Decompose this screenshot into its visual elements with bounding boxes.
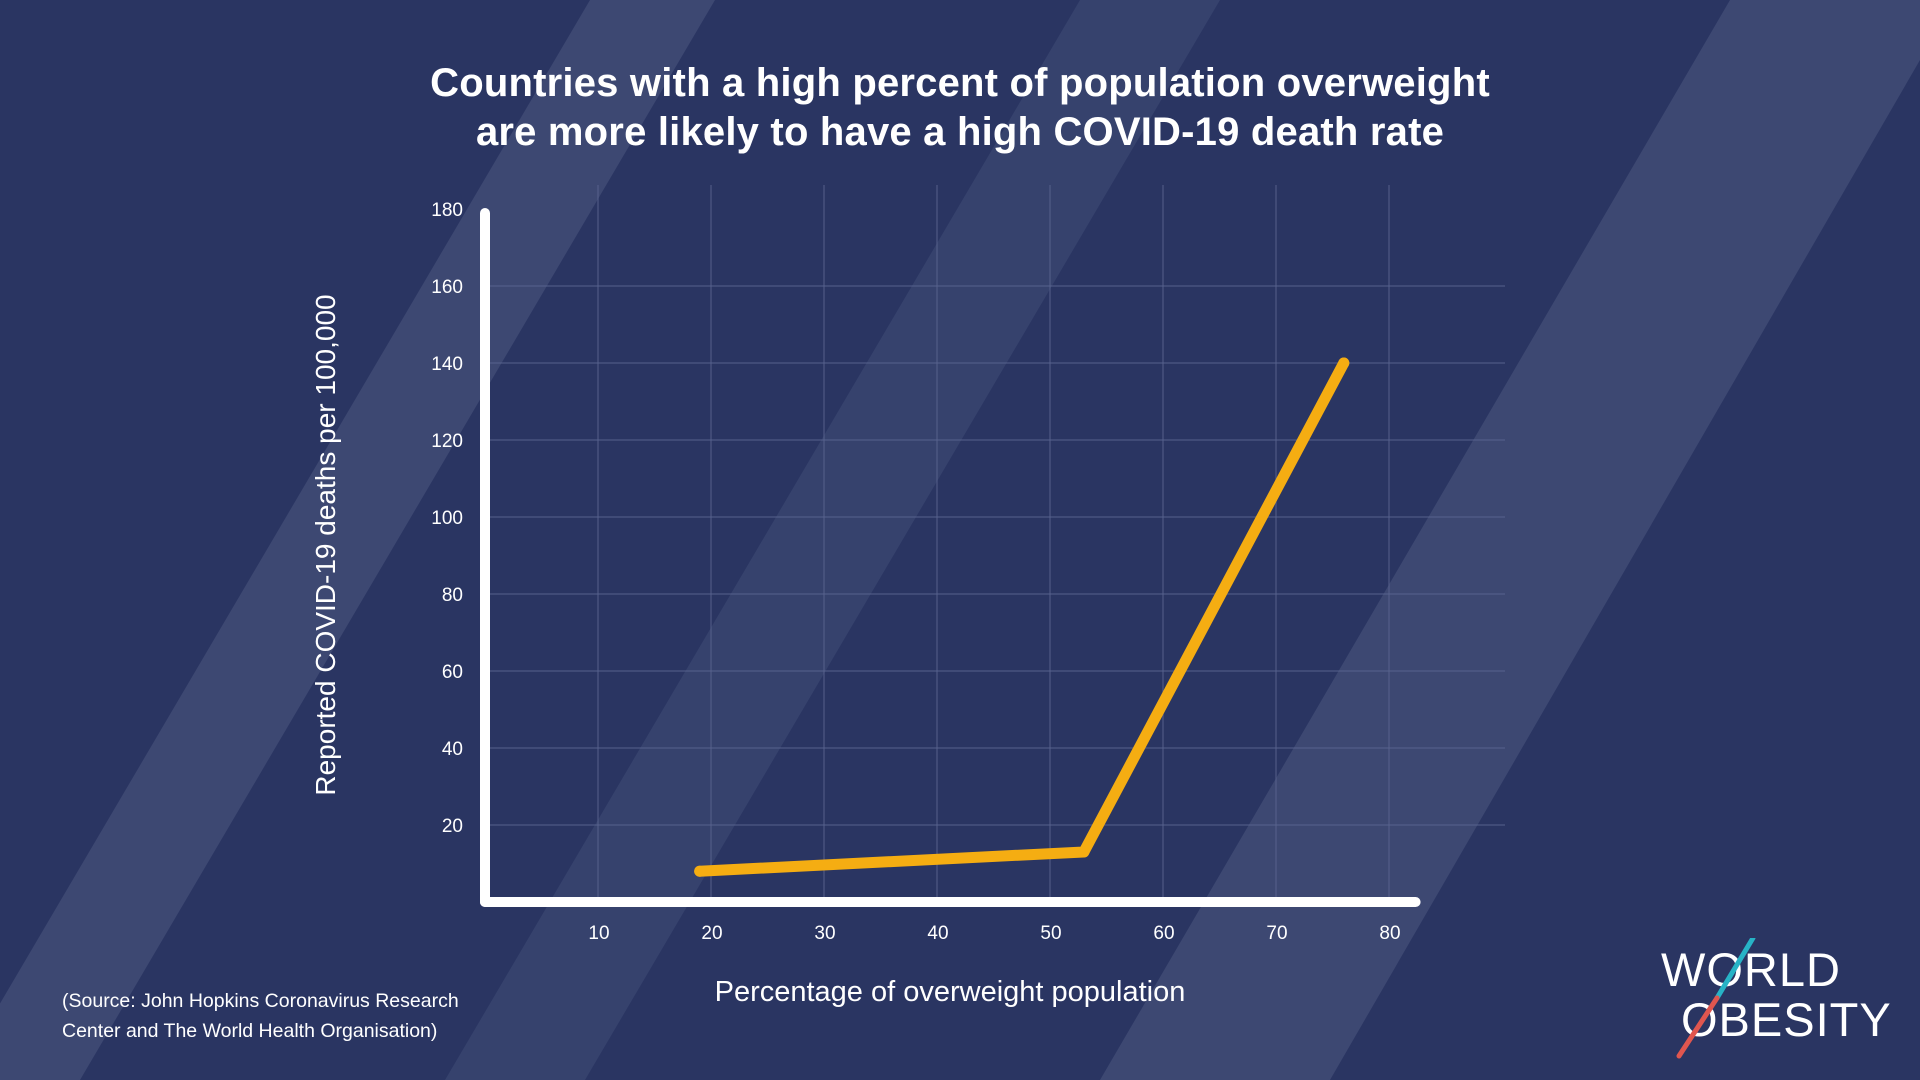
- source-note-line-1: (Source: John Hopkins Coronavirus Resear…: [62, 990, 459, 1012]
- logo-slash-icon: [1676, 938, 1756, 1059]
- chart-title-line-1: Countries with a high percent of populat…: [430, 61, 1490, 105]
- source-note-line-2: Center and The World Health Organisation…: [62, 1020, 438, 1042]
- world-obesity-logo: WORLD OBESITY: [1655, 938, 1895, 1068]
- x-axis-label: Percentage of overweight population: [714, 976, 1186, 1008]
- y-tick-label: 180: [431, 200, 463, 221]
- x-tick-label: 60: [1153, 923, 1174, 944]
- x-tick-label: 20: [701, 923, 722, 944]
- background-stripe: [0, 0, 715, 1080]
- data-point: [1078, 846, 1090, 858]
- grid: [485, 185, 1505, 902]
- chart-title-line-2: are more likely to have a high COVID-19 …: [475, 110, 1445, 154]
- x-tick-label: 50: [1040, 923, 1061, 944]
- y-axis-label: Reported COVID-19 deaths per 100,000: [310, 294, 341, 796]
- series: [694, 357, 1350, 877]
- y-tick-label: 140: [431, 354, 463, 375]
- x-tick-label: 80: [1379, 923, 1400, 944]
- background-stripe: [445, 0, 1220, 1080]
- x-tick-label: 10: [588, 923, 609, 944]
- tick-labels: 20 40 60 80 100 120 140 160 180 10 20 30 40 50 60 70 80: [431, 200, 1400, 944]
- data-point: [1338, 357, 1350, 369]
- logo-text-world: WORLD: [1661, 943, 1841, 996]
- series-line: [694, 357, 1350, 877]
- data-point: [694, 865, 706, 877]
- x-tick-label: 40: [927, 923, 948, 944]
- y-tick-label: 40: [442, 739, 463, 760]
- source-note: (Source: John Hopkins Coronavirus Resear…: [62, 986, 459, 1046]
- y-tick-label: 20: [442, 816, 463, 837]
- y-tick-label: 100: [431, 508, 463, 529]
- background-stripe: [1100, 0, 1920, 1080]
- y-tick-label: 160: [431, 277, 463, 298]
- y-tick-label: 60: [442, 662, 463, 683]
- y-tick-label: 120: [431, 431, 463, 452]
- x-tick-label: 70: [1266, 923, 1287, 944]
- x-tick-label: 30: [814, 923, 835, 944]
- y-tick-label: 80: [442, 585, 463, 606]
- axes: [480, 208, 1421, 907]
